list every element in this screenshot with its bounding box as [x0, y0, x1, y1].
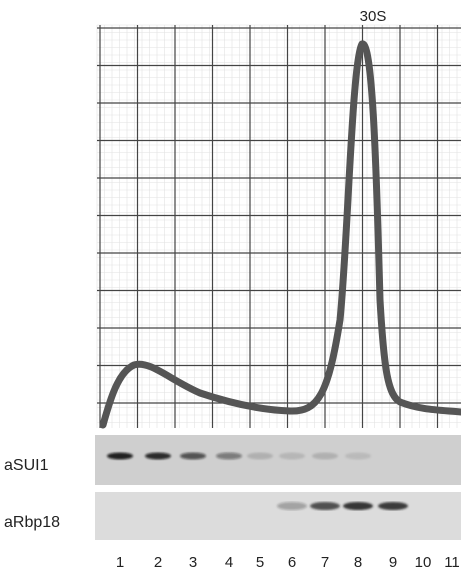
lane-label: 5	[256, 554, 264, 571]
lane-label: 7	[321, 554, 329, 571]
lane-label: 3	[189, 554, 197, 571]
band	[180, 453, 206, 460]
lane-label: 10	[415, 554, 432, 571]
peak-label: 30S	[360, 8, 387, 25]
lane-label: 9	[389, 554, 397, 571]
figure: 30S aSUI1 aRbp18 1 2 3 4 5 6 7 8 9 10 11	[0, 0, 461, 573]
band	[277, 502, 307, 510]
lane-labels: 1 2 3 4 5 6 7 8 9 10 11	[116, 554, 460, 571]
band	[145, 453, 171, 460]
band	[343, 502, 373, 510]
lane-label: 2	[154, 554, 162, 571]
lane-label: 8	[354, 554, 362, 571]
blot-label: aRbp18	[4, 514, 60, 531]
blot-label: aSUI1	[4, 457, 49, 474]
blot-panel	[95, 435, 461, 485]
band	[345, 453, 371, 460]
band	[310, 502, 340, 510]
lane-label: 6	[288, 554, 296, 571]
band	[312, 453, 338, 460]
band	[216, 453, 242, 460]
band	[107, 453, 133, 460]
band	[378, 502, 408, 510]
blot-panel	[95, 492, 461, 540]
lane-label: 1	[116, 554, 124, 571]
band	[279, 453, 305, 460]
band	[247, 453, 273, 460]
lane-label: 4	[225, 554, 233, 571]
lane-label: 11	[444, 554, 460, 571]
